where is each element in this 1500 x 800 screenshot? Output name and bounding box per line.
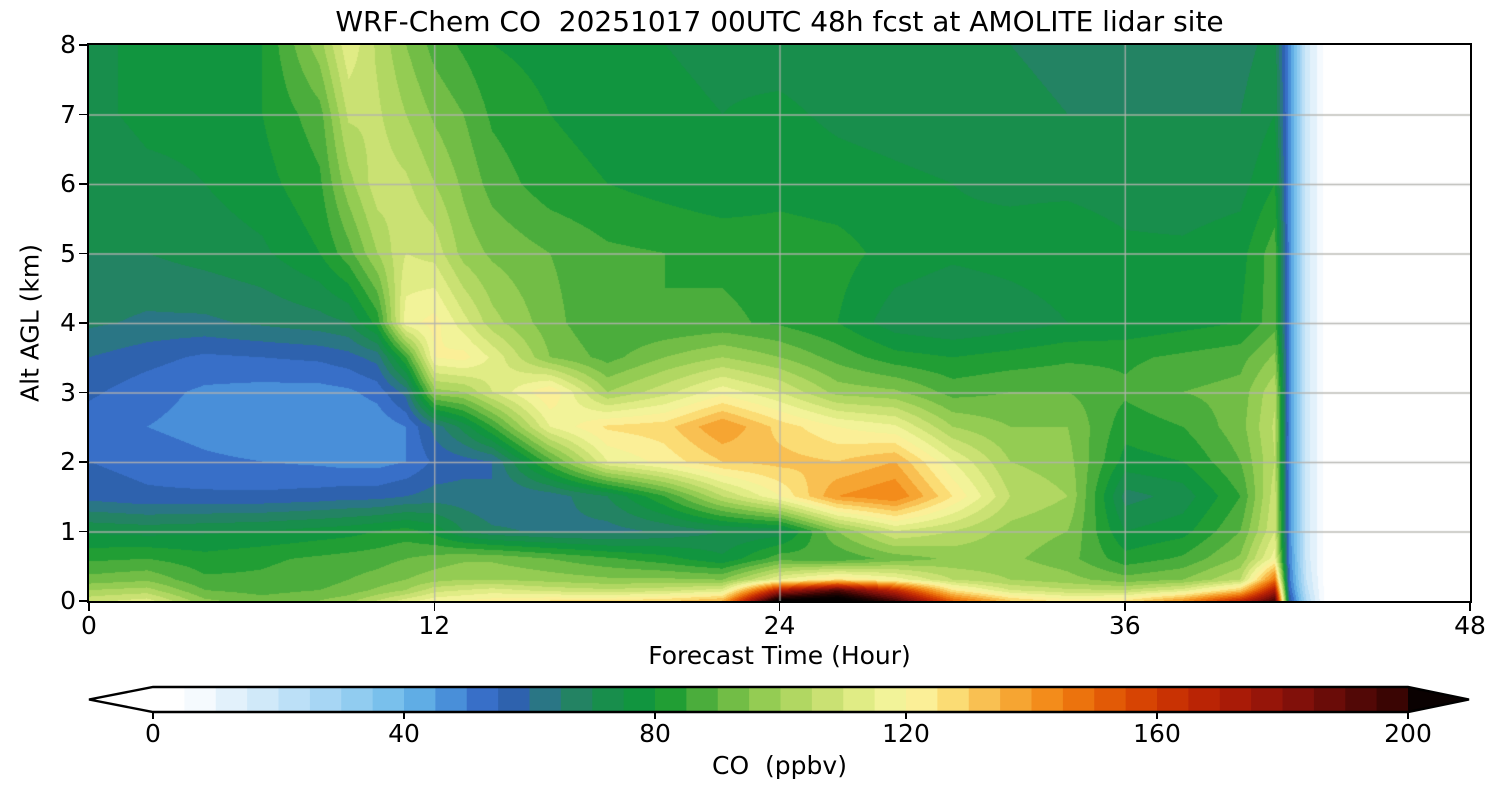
colorbar-band bbox=[309, 687, 342, 712]
colorbar-tick-mark bbox=[1407, 713, 1409, 719]
colorbar-tick-label: 80 bbox=[639, 719, 671, 748]
y-tick-label: 4 bbox=[60, 308, 76, 337]
colorbar-band bbox=[655, 687, 687, 712]
colorbar-tick-mark bbox=[654, 713, 656, 719]
x-tick-label: 36 bbox=[1108, 611, 1141, 640]
colorbar bbox=[88, 685, 1470, 714]
colorbar-over-arrow bbox=[1408, 687, 1469, 712]
x-tick-label: 48 bbox=[1454, 611, 1486, 640]
colorbar-band bbox=[466, 687, 499, 712]
figure-title: WRF-Chem CO 20251017 00UTC 48h fcst at A… bbox=[335, 5, 1224, 38]
colorbar-band bbox=[1345, 687, 1378, 712]
x-tick-mark bbox=[1469, 603, 1471, 611]
colorbar-tick-mark bbox=[1156, 713, 1158, 719]
y-tick-mark bbox=[79, 44, 87, 46]
y-tick-mark bbox=[79, 461, 87, 463]
colorbar-under-arrow bbox=[89, 687, 153, 712]
colorbar-band bbox=[1157, 687, 1189, 712]
colorbar-tick-label: 40 bbox=[388, 719, 420, 748]
x-tick-mark bbox=[88, 603, 90, 611]
colorbar-band bbox=[1125, 687, 1158, 712]
colorbar-tick-mark bbox=[403, 713, 405, 719]
y-tick-mark bbox=[79, 183, 87, 185]
y-tick-mark bbox=[79, 530, 87, 533]
y-tick-mark bbox=[79, 322, 87, 324]
y-tick-mark bbox=[79, 391, 87, 394]
colorbar-band bbox=[404, 687, 436, 712]
colorbar-band bbox=[215, 687, 248, 712]
colorbar-band bbox=[1188, 687, 1221, 712]
colorbar-band bbox=[184, 687, 217, 712]
y-tick-mark bbox=[79, 600, 87, 602]
colorbar-band bbox=[968, 687, 1001, 712]
x-tick-label: 12 bbox=[418, 611, 451, 640]
colorbar-band bbox=[435, 687, 468, 712]
colorbar-band bbox=[717, 687, 750, 712]
colorbar-band bbox=[811, 687, 844, 712]
colorbar-band bbox=[529, 687, 562, 712]
colorbar-band bbox=[1376, 687, 1409, 712]
colorbar-outline bbox=[88, 685, 1470, 714]
colorbar-band bbox=[341, 687, 374, 712]
colorbar-band bbox=[153, 687, 185, 712]
colorbar-band bbox=[780, 687, 813, 712]
y-tick-label: 0 bbox=[60, 586, 76, 615]
colorbar-band bbox=[1094, 687, 1127, 712]
contour-field-canvas bbox=[89, 45, 1470, 601]
colorbar-band bbox=[874, 687, 907, 712]
y-tick-mark bbox=[79, 252, 87, 255]
y-tick-label: 5 bbox=[60, 238, 76, 268]
colorbar-tick-label: 120 bbox=[882, 719, 930, 748]
x-tick-mark bbox=[1124, 603, 1126, 611]
y-tick-label: 3 bbox=[60, 377, 76, 407]
x-tick-label: 24 bbox=[763, 611, 796, 640]
colorbar-tick-mark bbox=[905, 713, 907, 719]
x-tick-label: 0 bbox=[81, 611, 97, 640]
colorbar-tick-label: 0 bbox=[145, 719, 161, 748]
y-tick-label: 8 bbox=[60, 30, 76, 59]
y-tick-label: 7 bbox=[60, 99, 76, 129]
colorbar-band bbox=[247, 687, 280, 712]
colorbar-band bbox=[1313, 687, 1346, 712]
colorbar-band bbox=[1031, 687, 1064, 712]
colorbar-band bbox=[937, 687, 970, 712]
colorbar-band bbox=[1251, 687, 1284, 712]
x-axis-label: Forecast Time (Hour) bbox=[648, 641, 911, 670]
colorbar-band bbox=[843, 687, 876, 712]
colorbar-band bbox=[623, 687, 656, 712]
x-tick-mark bbox=[778, 603, 781, 611]
colorbar-band bbox=[498, 687, 531, 712]
colorbar-band bbox=[592, 687, 625, 712]
colorbar-band bbox=[686, 687, 719, 712]
y-tick-label: 1 bbox=[60, 516, 76, 546]
y-tick-label: 2 bbox=[60, 447, 76, 476]
colorbar-tick-label: 160 bbox=[1133, 719, 1181, 748]
colorbar-band bbox=[906, 687, 938, 712]
colorbar-tick-label: 200 bbox=[1384, 719, 1432, 748]
colorbar-label: CO (ppbv) bbox=[712, 751, 847, 780]
colorbar-band bbox=[560, 687, 593, 712]
colorbar-band bbox=[1219, 687, 1252, 712]
y-axis-label: Alt AGL (km) bbox=[15, 243, 45, 403]
colorbar-band bbox=[278, 687, 311, 712]
colorbar-band bbox=[1062, 687, 1095, 712]
colorbar-band bbox=[1000, 687, 1033, 712]
colorbar-tick-mark bbox=[152, 713, 154, 719]
y-tick-label: 6 bbox=[60, 169, 76, 198]
y-tick-mark bbox=[79, 113, 87, 116]
x-tick-mark bbox=[433, 603, 435, 611]
colorbar-band bbox=[749, 687, 782, 712]
colorbar-band bbox=[1282, 687, 1315, 712]
colorbar-band bbox=[372, 687, 405, 712]
